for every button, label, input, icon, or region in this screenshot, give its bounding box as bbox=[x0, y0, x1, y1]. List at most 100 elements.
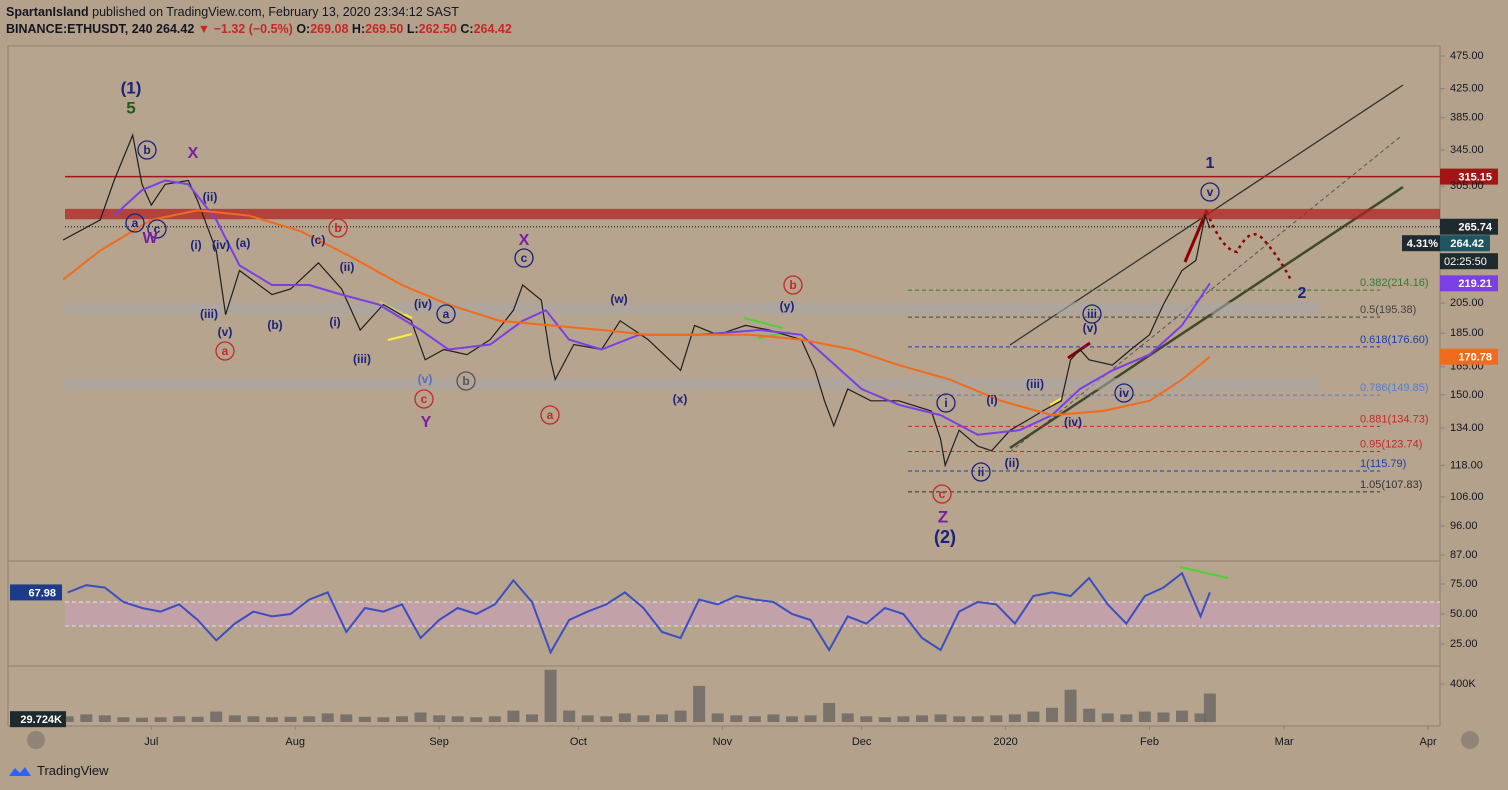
wave-label: iv bbox=[1119, 386, 1129, 400]
y-tick-label: 305.00 bbox=[1450, 180, 1484, 192]
o-label: O: bbox=[296, 22, 311, 36]
volume-bar bbox=[600, 716, 613, 722]
wave-label: a bbox=[547, 408, 554, 422]
wave-label: (v) bbox=[1083, 321, 1098, 335]
wave-label: X bbox=[188, 145, 199, 162]
y-tick-label: 345.00 bbox=[1450, 144, 1484, 156]
series-line bbox=[67, 571, 1211, 655]
x-tick-label: Oct bbox=[570, 736, 587, 748]
price-tag-bg bbox=[1440, 348, 1498, 365]
volume-bar bbox=[303, 716, 316, 722]
wave-label: (iii) bbox=[200, 307, 218, 321]
wave-label: (2) bbox=[934, 527, 956, 547]
volume-bar bbox=[916, 715, 928, 722]
volume-bar bbox=[934, 714, 947, 722]
wave-label: v bbox=[1207, 185, 1214, 199]
volume-bar bbox=[451, 716, 464, 722]
y-tick-label: 106.00 bbox=[1450, 491, 1484, 503]
rsi-tag: 67.98 bbox=[28, 587, 56, 599]
wave-label: a bbox=[222, 344, 229, 358]
volume-bar bbox=[786, 716, 798, 722]
wave-label: 1 bbox=[1206, 155, 1215, 172]
volume-bar bbox=[1083, 708, 1096, 722]
zone bbox=[65, 208, 1440, 220]
wave-label: iii bbox=[1087, 307, 1097, 321]
wave-label: c bbox=[521, 251, 528, 265]
fib-label: 0.95(123.74) bbox=[1360, 438, 1422, 450]
volume-bar bbox=[1101, 713, 1114, 722]
volume-bar bbox=[98, 715, 111, 722]
volume-bar bbox=[637, 715, 650, 722]
change-tag: 4.31% bbox=[1407, 238, 1438, 250]
wave-label: c bbox=[421, 392, 428, 406]
volume-bar bbox=[767, 714, 780, 722]
wave-circle bbox=[137, 140, 157, 160]
fib-label: 0.5(195.38) bbox=[1360, 304, 1416, 316]
brand: TradingView bbox=[37, 763, 109, 778]
price-tag: 219.21 bbox=[1458, 278, 1492, 290]
volume-bar bbox=[396, 716, 408, 722]
y-tick-label: 96.00 bbox=[1450, 520, 1478, 532]
wave-circle bbox=[414, 389, 434, 409]
y-tick-label: 75.00 bbox=[1450, 578, 1478, 590]
wave-circle bbox=[1082, 304, 1102, 324]
volume-bar bbox=[228, 715, 241, 722]
volume-bar bbox=[1064, 689, 1077, 722]
wave-label: a bbox=[443, 307, 450, 321]
x-tick-label: Nov bbox=[713, 736, 733, 748]
volume-bar bbox=[953, 716, 966, 722]
wave-label: (w) bbox=[610, 292, 627, 306]
wave-label: X bbox=[519, 232, 530, 249]
zone bbox=[65, 302, 1320, 315]
volume-bar bbox=[860, 716, 873, 722]
wave-circle bbox=[540, 405, 560, 425]
volume-bar bbox=[191, 716, 204, 722]
wave-label: (iv) bbox=[1064, 415, 1082, 429]
settings-button[interactable] bbox=[1461, 731, 1479, 749]
high: 269.50 bbox=[365, 22, 404, 36]
open: 269.08 bbox=[310, 22, 349, 36]
volume-bar bbox=[414, 712, 427, 722]
volume-bar bbox=[823, 702, 836, 722]
volume-bar bbox=[358, 716, 371, 722]
price-tag: 265.74 bbox=[1458, 222, 1493, 234]
fib-label: 0.786(149.85) bbox=[1360, 382, 1429, 394]
price-tag-bg bbox=[1440, 218, 1498, 235]
wave-circle bbox=[125, 213, 145, 233]
drawings bbox=[65, 84, 1440, 579]
wave-label: (y) bbox=[780, 299, 795, 313]
fib-label: 1(115.79) bbox=[1360, 458, 1406, 470]
wave-circle bbox=[215, 341, 235, 361]
series-line bbox=[62, 132, 1211, 468]
volume-bar bbox=[618, 713, 631, 722]
volume-bar bbox=[693, 685, 706, 722]
volume-bar bbox=[1176, 710, 1188, 722]
volume-bar bbox=[210, 711, 223, 722]
wave-label: (c) bbox=[311, 233, 326, 247]
wave-label: a bbox=[132, 216, 139, 230]
volume-bar bbox=[990, 715, 1003, 722]
wave-label: W bbox=[142, 230, 158, 247]
volume-bar bbox=[804, 715, 817, 722]
wave-circle bbox=[971, 462, 991, 482]
volume-bar bbox=[897, 716, 910, 722]
channel-lower bbox=[1009, 185, 1404, 450]
volume-bar bbox=[117, 717, 130, 722]
close: 264.42 bbox=[473, 22, 512, 36]
footer: TradingView bbox=[8, 763, 109, 778]
price-tag: 264.42 bbox=[1450, 238, 1484, 250]
wave-label: b bbox=[462, 374, 469, 388]
change: ▼ −1.32 (−0.5%) bbox=[197, 22, 293, 36]
volume-bar bbox=[581, 715, 594, 722]
wave-label: (v) bbox=[418, 372, 433, 386]
projection bbox=[1205, 211, 1294, 283]
volume-bar bbox=[841, 713, 854, 722]
wave-label: (iii) bbox=[353, 352, 371, 366]
wave-label: i bbox=[944, 396, 947, 410]
scroll-button[interactable] bbox=[27, 731, 45, 749]
wave-label: (iv) bbox=[212, 238, 230, 252]
wave-circle bbox=[514, 248, 534, 268]
series-line bbox=[113, 179, 1211, 436]
y-tick-label: 25.00 bbox=[1450, 638, 1478, 650]
